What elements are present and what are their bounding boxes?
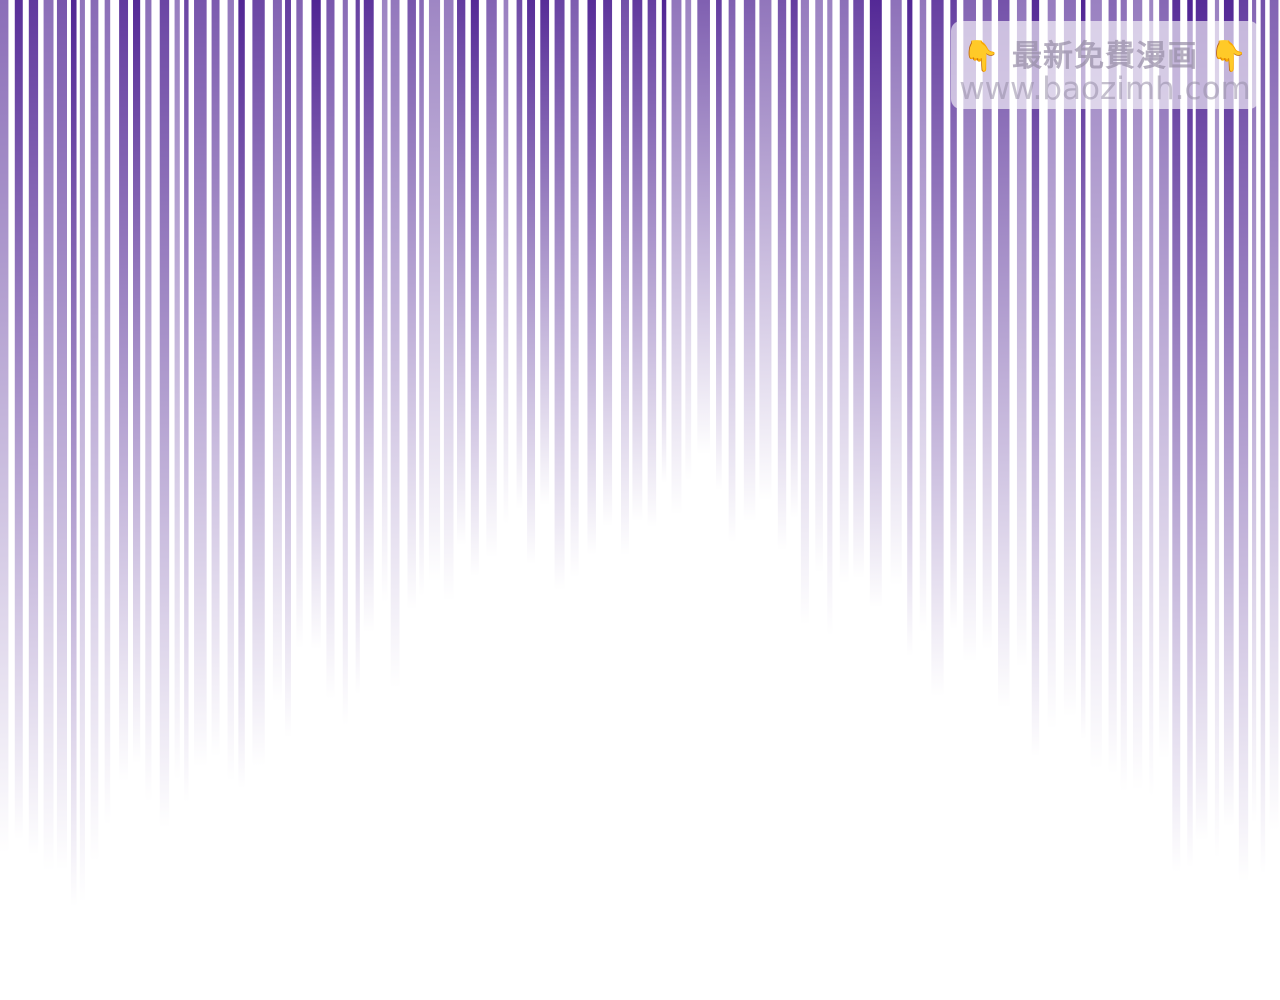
watermark-url: www.baozimh.com [959,71,1251,107]
speed-line [527,0,536,565]
speed-line [554,0,565,591]
speed-line [540,0,550,506]
speed-line [743,0,756,522]
speed-line [470,0,479,577]
speed-line [919,0,927,633]
speed-line [252,0,265,767]
speed-line [56,0,67,871]
speed-line [211,0,220,758]
speed-line [1031,0,1040,758]
speed-line [716,0,722,491]
speed-line [1269,0,1279,832]
speed-line [671,0,682,516]
speed-line [661,0,667,484]
speed-line [363,0,374,633]
watermark: 👇 最新免費漫画 👇 www.baozimh.com [951,21,1259,109]
speed-line [104,0,111,826]
speed-line [90,0,99,863]
speed-line [184,0,189,803]
speed-line [457,0,466,546]
speed-line [1149,0,1154,798]
speed-line [1016,0,1027,668]
speed-line [982,0,992,650]
speed-line [603,0,613,527]
speed-line [238,0,245,789]
speed-line [931,0,944,697]
speed-line [728,0,736,543]
speed-line [1063,0,1076,718]
speed-line [145,0,152,803]
pointing-down-hand-icon: 👇 [962,39,1001,74]
speed-line [133,0,141,764]
speed-line [1080,0,1086,741]
speed-line [503,0,509,525]
speed-line [963,0,976,663]
speed-line [647,0,657,528]
speed-line [950,0,957,630]
speed-line [1187,0,1193,869]
speed-line [685,0,692,481]
speed-line [839,0,849,585]
speed-line [390,0,400,689]
speed-line [1159,0,1169,760]
speed-line [407,0,416,611]
speed-line [428,0,441,583]
speed-line [355,0,360,696]
speed-line [70,0,77,907]
speed-line [14,0,23,840]
speed-line [486,0,497,558]
speed-line [342,0,348,727]
speed-line [777,0,787,551]
speed-line [800,0,809,626]
speed-line [890,0,902,586]
speed-line [998,0,1010,709]
speed-line [79,0,85,904]
speed-line [1120,0,1127,793]
speed-line [827,0,833,637]
speed-line [1172,0,1181,873]
speed-line [0,0,9,854]
speed-line [1195,0,1208,842]
pointing-down-hand-icon: 👇 [1209,39,1248,74]
speed-line [419,0,424,597]
speed-line [790,0,798,519]
speed-line [815,0,823,574]
speed-line [1260,0,1266,875]
speed-line [587,0,596,555]
speed-line [907,0,913,657]
speed-line [869,0,882,608]
watermark-title: 最新免費漫画 [1012,39,1198,74]
speed-line [28,0,39,856]
speed-line [1223,0,1234,827]
speed-line [326,0,335,700]
speed-line [272,0,282,703]
speed-line [159,0,170,828]
speed-line [697,0,710,455]
speed-line [285,0,291,739]
speed-line [570,0,579,578]
speed-line [1132,0,1143,792]
speed-line [853,0,864,579]
speed-line [381,0,388,604]
speed-lines [0,0,1279,907]
speed-line [174,0,180,782]
speed-line [516,0,523,510]
speed-line [1238,0,1249,883]
speed-line [443,0,454,602]
speed-line [620,0,629,556]
speed-line [1108,0,1117,775]
speed-line [227,0,234,783]
speed-line [119,0,129,782]
speed-line [1214,0,1220,859]
speed-line [194,0,207,768]
speed-line [1047,0,1056,730]
speed-line [759,0,772,501]
speed-line [632,0,643,522]
speed-line [1252,0,1257,824]
speed-line [43,0,54,872]
speed-line [296,0,303,650]
speed-line [311,0,321,650]
speed-line [1090,0,1102,770]
